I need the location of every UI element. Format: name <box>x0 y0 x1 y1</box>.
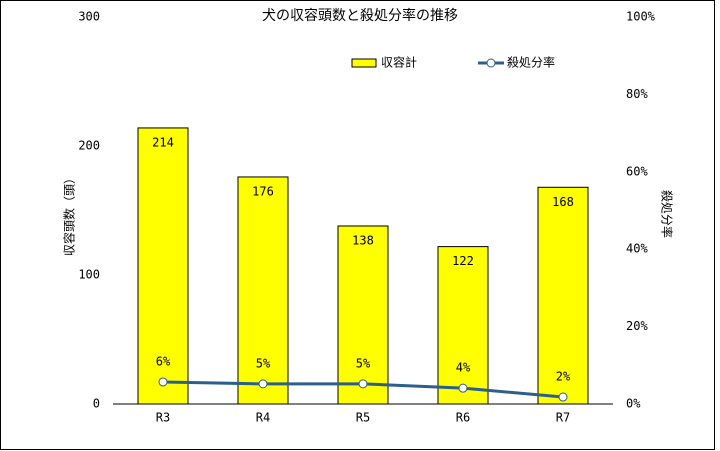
data-label: 5% <box>256 356 271 370</box>
y2-tick-label: 100% <box>626 10 656 24</box>
y-tick-label: 200 <box>78 139 100 153</box>
data-label: 168 <box>552 195 574 209</box>
data-label: 138 <box>352 233 374 247</box>
data-label: 176 <box>252 184 274 198</box>
bar <box>537 186 589 405</box>
data-label: 122 <box>452 254 474 268</box>
data-label: 5% <box>356 356 371 370</box>
x-tick-label: R7 <box>556 411 570 425</box>
y2-axis-title: 殺処分率 <box>660 190 675 238</box>
x-tick-label: R6 <box>456 411 470 425</box>
y2-tick-label: 40% <box>626 242 648 256</box>
legend-label: 殺処分率 <box>507 55 555 70</box>
y2-tick-label: 0% <box>626 397 641 411</box>
marker <box>158 377 168 387</box>
y2-tick-label: 20% <box>626 319 648 333</box>
bar <box>237 176 289 405</box>
bar <box>337 225 389 405</box>
y2-tick-label: 60% <box>626 164 648 178</box>
y2-tick-label: 80% <box>626 87 648 101</box>
marker <box>358 379 368 389</box>
chart-title: 犬の収容頭数と殺処分率の推移 <box>262 7 458 24</box>
legend-marker <box>486 58 496 68</box>
bar <box>437 246 489 405</box>
legend-label: 収容計 <box>381 55 417 70</box>
marker <box>558 392 568 402</box>
y-tick-label: 300 <box>78 10 100 24</box>
marker <box>458 383 468 393</box>
legend-swatch <box>351 58 377 68</box>
y-tick-label: 100 <box>78 268 100 282</box>
x-tick-label: R4 <box>256 411 270 425</box>
y-tick-label: 0 <box>93 397 100 411</box>
bar <box>137 127 189 405</box>
x-tick-label: R3 <box>156 411 170 425</box>
y-axis-title: 収容頭数（頭） <box>62 172 77 256</box>
data-label: 2% <box>556 370 571 384</box>
marker <box>258 379 268 389</box>
data-label: 4% <box>456 361 471 375</box>
data-label: 6% <box>156 354 171 368</box>
data-label: 214 <box>152 135 174 149</box>
x-tick-label: R5 <box>356 411 370 425</box>
